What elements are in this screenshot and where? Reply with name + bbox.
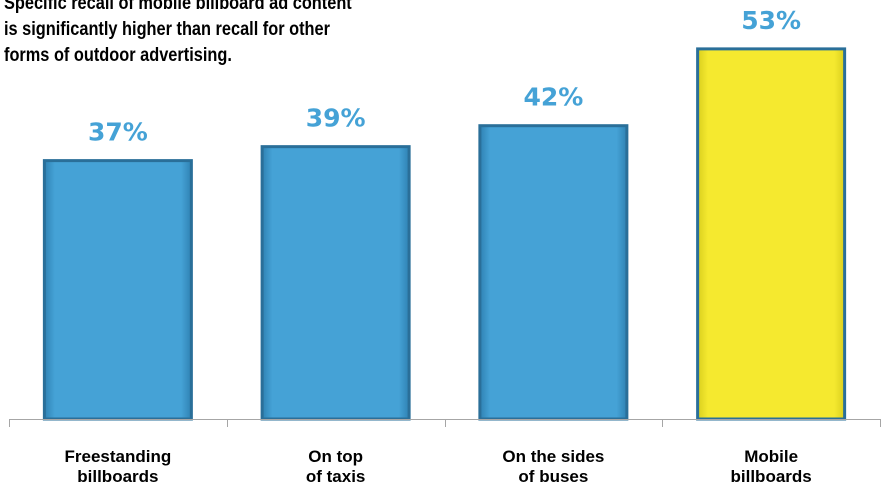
value-label-3: 42% [523, 83, 583, 112]
value-label-4: 53% [741, 6, 801, 35]
value-label-2: 39% [306, 104, 366, 133]
chart-title: Specific recall of mobile billboard ad c… [4, 0, 352, 69]
title-line-1: Specific recall of mobile billboard ad c… [4, 0, 352, 14]
category-label-2-line-1: On top [308, 447, 363, 466]
category-label-4-line-1: Mobile [744, 447, 798, 466]
category-label-2-line-2: of taxis [306, 467, 366, 486]
category-label-3-line-1: On the sides [502, 447, 604, 466]
title-line-2: is significantly higher than recall for … [4, 19, 330, 40]
bar-2 [260, 145, 411, 421]
value-label-1: 37% [88, 118, 148, 147]
category-label-1-line-2: billboards [77, 467, 158, 486]
category-label-4-line-2: billboards [731, 467, 812, 486]
title-line-3: forms of outdoor advertising. [4, 45, 232, 66]
bar-4 [696, 47, 847, 421]
bar-3 [478, 124, 629, 421]
category-label-3-line-2: of buses [518, 467, 588, 486]
bar-1 [42, 159, 193, 421]
category-label-1-line-1: Freestanding [65, 447, 172, 466]
